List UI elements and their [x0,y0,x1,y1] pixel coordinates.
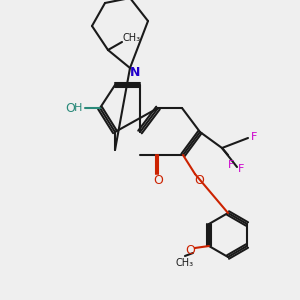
Text: CH₃: CH₃ [123,33,141,43]
Text: O: O [153,175,163,188]
Text: CH₃: CH₃ [176,258,194,268]
Text: O: O [65,101,75,115]
Text: O: O [194,173,204,187]
Text: H: H [74,103,82,113]
Text: N: N [130,67,140,80]
Text: F: F [228,160,234,170]
Text: F: F [238,164,244,174]
Text: F: F [251,132,257,142]
Text: O: O [185,244,195,256]
